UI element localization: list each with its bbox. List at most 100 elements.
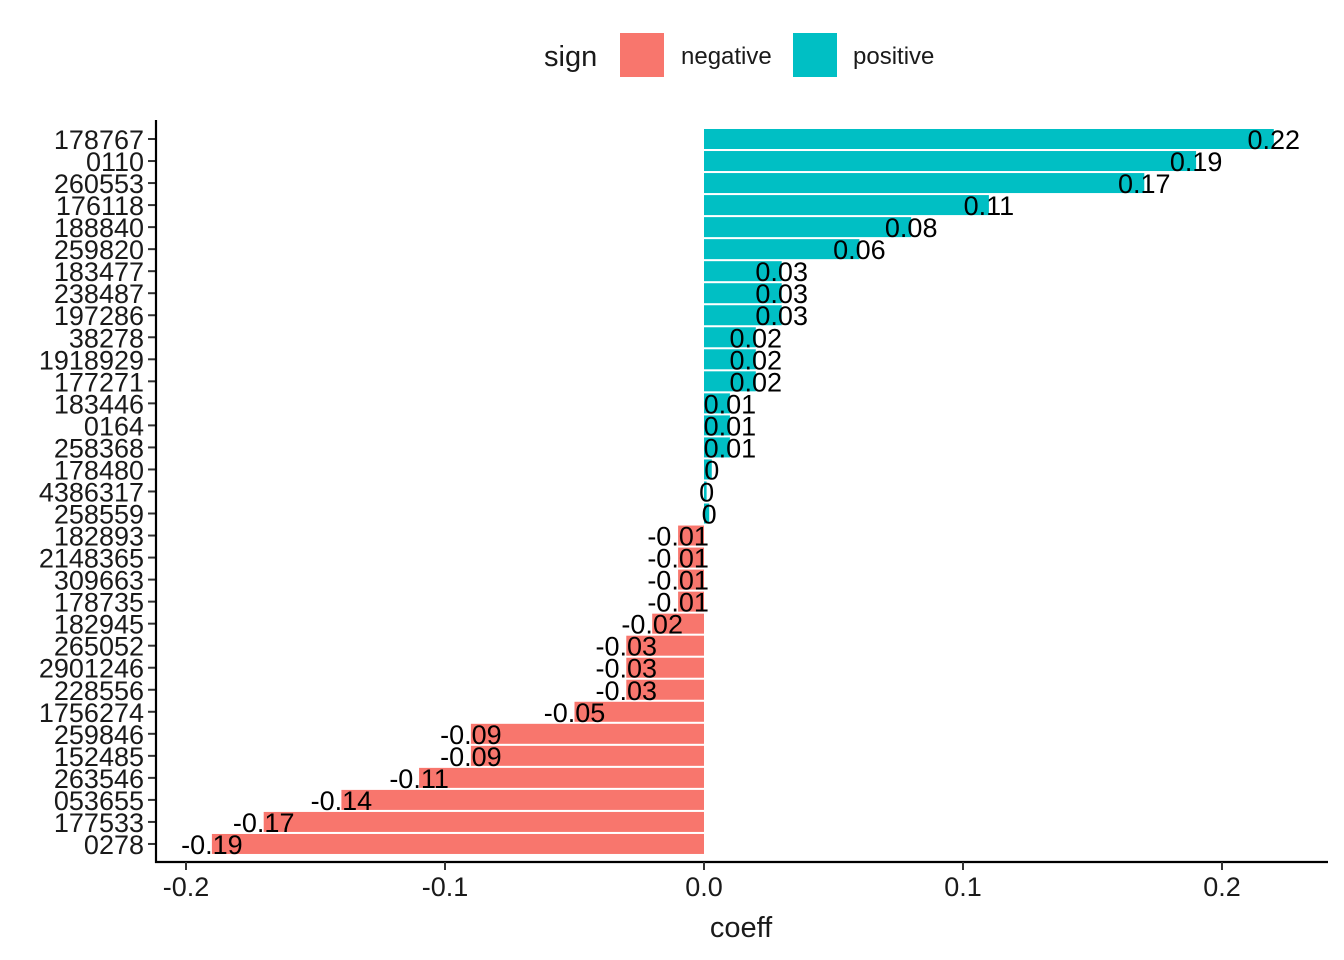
- data-label-152485: -0.09: [440, 742, 502, 772]
- data-label-0164: 0.01: [704, 411, 757, 441]
- bar-258368: [704, 437, 730, 458]
- bar-182893: [678, 525, 704, 546]
- legend: sign negative positive: [544, 33, 934, 77]
- bar-263546: [419, 767, 704, 788]
- y-tick-label-0110: 0110: [86, 147, 144, 177]
- y-tick-label-263546: 263546: [54, 764, 144, 794]
- bar-178735: [678, 591, 704, 612]
- data-label-309663: -0.01: [647, 566, 709, 596]
- legend-label-positive: positive: [853, 43, 934, 70]
- data-label-053655: -0.14: [311, 786, 373, 816]
- data-label-2148365: -0.01: [647, 544, 709, 574]
- bar-178767: [704, 129, 1274, 149]
- bars-layer: [211, 129, 1274, 854]
- data-label-178735: -0.01: [647, 588, 709, 618]
- data-label-38278: 0.02: [730, 323, 783, 353]
- data-label-259820: 0.06: [833, 235, 886, 265]
- bar-177533: [263, 811, 704, 832]
- data-label-1756274: -0.05: [544, 698, 606, 728]
- bar-182945: [652, 613, 704, 634]
- y-tick-label-178735: 178735: [54, 588, 144, 618]
- y-tick-label-0164: 0164: [84, 411, 144, 441]
- data-label-238487: 0.03: [755, 279, 808, 309]
- bar-309663: [678, 569, 704, 590]
- bar-176118: [704, 195, 989, 216]
- y-tick-label-197286: 197286: [54, 301, 144, 331]
- legend-key-positive: [793, 33, 837, 77]
- data-labels-layer: 0.220.190.170.110.080.060.030.030.030.02…: [181, 125, 1300, 860]
- y-tick-label-182945: 182945: [54, 610, 144, 640]
- data-label-265052: -0.03: [596, 632, 658, 662]
- x-axis-title: coeff: [710, 912, 773, 944]
- bar-0164: [704, 415, 730, 436]
- bar-177271: [704, 371, 756, 392]
- data-label-176118: 0.11: [964, 191, 1015, 221]
- x-tick-label: 0.1: [944, 872, 982, 902]
- legend-label-negative: negative: [681, 43, 772, 70]
- bar-152485: [470, 745, 704, 766]
- data-label-178480: 0: [704, 455, 719, 485]
- bar-265052: [626, 635, 704, 656]
- data-label-177533: -0.17: [233, 808, 295, 838]
- bar-183477: [704, 261, 782, 282]
- legend-key-negative: [620, 33, 664, 77]
- bar-2901246: [626, 657, 704, 678]
- y-tick-label-053655: 053655: [54, 786, 144, 816]
- y-tick-label-183446: 183446: [54, 389, 144, 419]
- bar-260553: [704, 173, 1145, 194]
- data-label-182893: -0.01: [647, 522, 709, 552]
- data-label-183446: 0.01: [704, 389, 757, 419]
- bar-0110: [704, 151, 1197, 172]
- y-tick-label-38278: 38278: [69, 323, 144, 353]
- y-tick-label-260553: 260553: [54, 169, 144, 199]
- x-axis: -0.2 -0.1 0.0 0.1 0.2: [155, 860, 1328, 902]
- data-label-263546: -0.11: [389, 764, 449, 794]
- bar-259820: [704, 239, 860, 260]
- bar-238487: [704, 283, 782, 304]
- y-tick-label-188840: 188840: [54, 213, 144, 243]
- data-label-260553: 0.17: [1118, 169, 1171, 199]
- y-tick-label-0278: 0278: [84, 830, 144, 860]
- data-label-0278: -0.19: [181, 830, 243, 860]
- y-tick-label-228556: 228556: [54, 676, 144, 706]
- data-label-259846: -0.09: [440, 720, 502, 750]
- bar-258559: [704, 503, 710, 524]
- y-tick-label-258368: 258368: [54, 433, 144, 463]
- x-tick-label: 0.2: [1203, 872, 1241, 902]
- y-tick-label-1756274: 1756274: [39, 698, 144, 728]
- y-tick-label-258559: 258559: [54, 500, 144, 530]
- bar-2148365: [678, 547, 704, 568]
- y-tick-label-259846: 259846: [54, 720, 144, 750]
- y-axis: 1787670110260553176118188840259820183477…: [39, 120, 158, 863]
- y-tick-label-309663: 309663: [54, 566, 144, 596]
- bar-228556: [626, 679, 704, 700]
- data-label-228556: -0.03: [596, 676, 658, 706]
- y-tick-label-238487: 238487: [54, 279, 144, 309]
- data-label-178767: 0.22: [1248, 125, 1301, 155]
- y-tick-label-2148365: 2148365: [39, 544, 144, 574]
- bar-188840: [704, 217, 912, 238]
- y-tick-label-1918929: 1918929: [39, 345, 144, 375]
- data-label-188840: 0.08: [885, 213, 938, 243]
- data-label-183477: 0.03: [755, 257, 808, 287]
- y-tick-label-259820: 259820: [54, 235, 144, 265]
- y-tick-label-177271: 177271: [54, 367, 144, 397]
- bar-178480: [704, 459, 712, 480]
- data-label-2901246: -0.03: [596, 654, 658, 684]
- y-tick-label-176118: 176118: [56, 191, 144, 221]
- data-label-197286: 0.03: [755, 301, 808, 331]
- bar-4386317: [704, 481, 707, 502]
- x-tick-label: -0.2: [163, 872, 210, 902]
- data-label-182945: -0.02: [621, 610, 683, 640]
- bar-053655: [341, 789, 704, 810]
- data-label-1918929: 0.02: [730, 345, 783, 375]
- x-tick-label: 0.0: [685, 872, 723, 902]
- y-tick-label-2901246: 2901246: [39, 654, 144, 684]
- bar-259846: [470, 723, 704, 744]
- data-label-4386317: 0: [699, 477, 714, 507]
- data-label-258368: 0.01: [704, 433, 757, 463]
- y-tick-label-183477: 183477: [54, 257, 144, 287]
- x-tick-label: -0.1: [422, 872, 469, 902]
- bar-197286: [704, 305, 782, 326]
